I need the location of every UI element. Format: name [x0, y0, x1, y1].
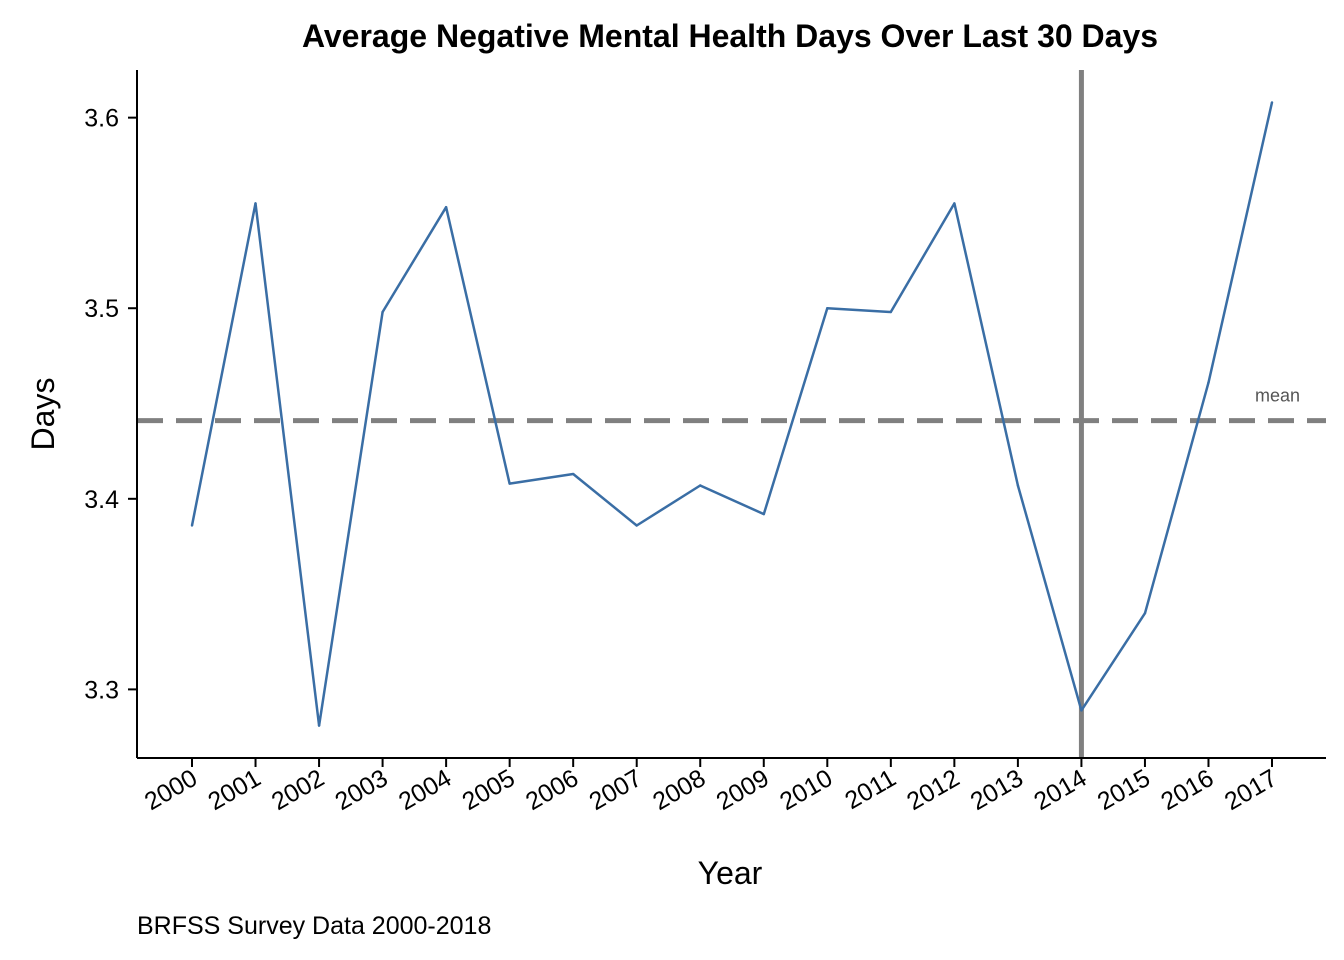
- y-tick-label: 3.4: [84, 486, 119, 514]
- data-point: [1207, 381, 1210, 384]
- y-axis-title: Days: [25, 378, 61, 451]
- series-line: [190, 102, 1274, 727]
- data-point: [1016, 484, 1020, 487]
- x-tick-label: 2006: [521, 764, 583, 816]
- data-point: [381, 310, 384, 314]
- data-point: [889, 310, 893, 314]
- caption: BRFSS Survey Data 2000-2018: [137, 912, 491, 940]
- x-tick-label: 2001: [203, 764, 265, 816]
- x-tick-label: 2010: [775, 764, 837, 816]
- data-point: [1143, 611, 1147, 615]
- x-axis-title: Year: [698, 855, 763, 891]
- x-tick-label: 2017: [1220, 764, 1282, 816]
- y-axis-ticks: 3.3 3.4 3.5 3.6: [84, 105, 137, 704]
- data-point: [635, 524, 638, 527]
- data-point: [1270, 101, 1274, 104]
- y-tick-label: 3.5: [84, 295, 119, 323]
- x-tick-label: 2013: [966, 764, 1028, 816]
- y-tick-label: 3.3: [84, 676, 119, 704]
- x-tick-label: 2008: [648, 764, 710, 816]
- x-tick-label: 2014: [1029, 764, 1091, 816]
- x-axis-ticks: 2000 2001 2002 2003 2004 2005 2006 2007 2008 2009…: [140, 758, 1282, 816]
- data-point: [190, 524, 194, 527]
- data-point: [254, 202, 257, 205]
- reference-lines: mean: [137, 70, 1326, 758]
- data-point: [444, 206, 448, 209]
- x-tick-label: 2009: [712, 764, 774, 816]
- series-layer: [190, 101, 1274, 727]
- x-tick-label: 2000: [140, 764, 202, 816]
- x-tick-label: 2011: [840, 764, 901, 815]
- x-tick-label: 2007: [585, 764, 647, 816]
- data-point: [317, 724, 321, 727]
- data-point: [953, 202, 956, 205]
- data-point: [699, 484, 702, 487]
- x-tick-label: 2015: [1093, 764, 1155, 816]
- chart-title: Average Negative Mental Health Days Over…: [302, 18, 1158, 54]
- x-tick-label: 2005: [457, 764, 519, 816]
- mean-label: mean: [1255, 386, 1300, 406]
- x-tick-label: 2016: [1156, 764, 1218, 816]
- x-tick-label: 2012: [902, 764, 964, 816]
- data-point: [762, 512, 765, 516]
- x-tick-label: 2003: [330, 764, 392, 816]
- data-point: [571, 472, 575, 476]
- plot-area: mean: [137, 70, 1326, 758]
- y-tick-label: 3.6: [84, 105, 119, 133]
- data-point: [1080, 709, 1083, 712]
- data-point: [508, 482, 511, 485]
- data-point: [826, 307, 829, 310]
- x-tick-label: 2004: [394, 764, 456, 816]
- x-tick-label: 2002: [267, 764, 329, 816]
